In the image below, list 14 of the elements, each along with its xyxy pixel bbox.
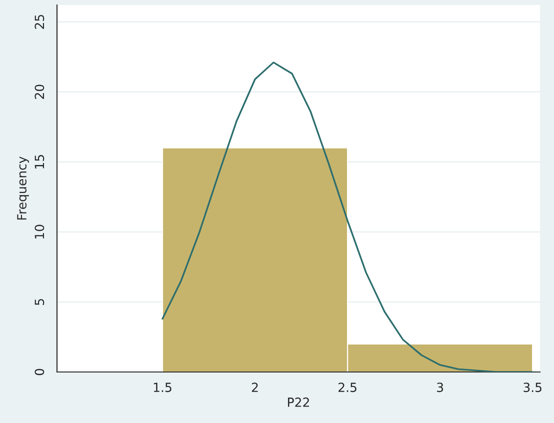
y-tick-label: 0: [34, 368, 44, 376]
y-tick-label: 15: [34, 155, 44, 168]
line-series: [162, 62, 534, 372]
x-tick-label: 2.5: [338, 382, 356, 392]
x-tick-label: 2: [252, 382, 258, 392]
y-tick-label: 20: [34, 84, 44, 99]
x-tick-label: 3.5: [524, 382, 542, 392]
y-tick-label: 10: [34, 224, 44, 239]
x-axis-title: P22: [288, 398, 309, 407]
y-tick-label: 25: [34, 14, 44, 29]
y-tick-label: 5: [34, 299, 44, 305]
x-tick-label: 3: [437, 382, 444, 392]
y-axis-title: Frequency: [17, 156, 29, 220]
x-tick-label: 1.5: [154, 382, 172, 392]
